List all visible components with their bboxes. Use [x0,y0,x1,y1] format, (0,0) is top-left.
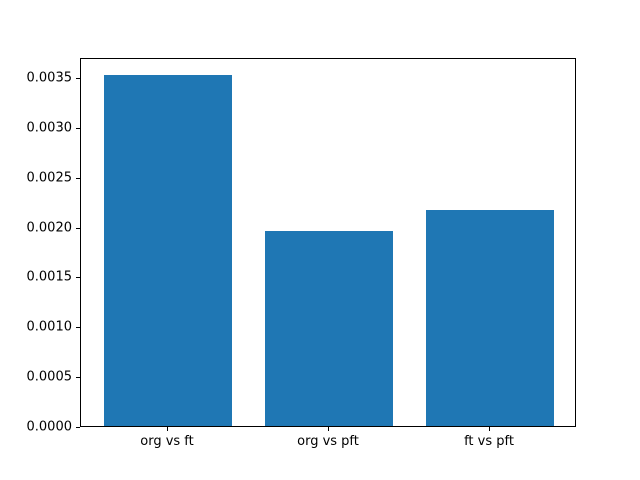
y-tick-label: 0.0035 [26,70,73,86]
y-tick-label: 0.0015 [26,269,73,285]
y-tick-mark [76,327,80,329]
y-tick-label: 0.0030 [26,120,73,136]
x-tick-mark [167,427,168,431]
y-tick-mark [76,227,80,229]
bar-ft-vs-pft [425,209,555,426]
y-tick-mark [76,427,80,428]
x-tick-label: org vs pft [297,434,359,449]
y-tick-mark [76,127,80,129]
y-tick-mark [76,377,80,379]
y-tick-label: 0.0005 [26,369,73,385]
y-tick-mark [76,77,80,79]
x-tick-mark [489,427,490,431]
plot-area [80,58,576,427]
x-tick-mark [328,427,329,431]
x-tick-label: ft vs pft [464,434,514,449]
x-tick-label: org vs ft [140,434,194,449]
y-tick-label: 0.0010 [26,319,73,335]
bar-org-vs-pft [264,230,394,426]
bar-org-vs-ft [103,75,233,426]
y-tick-label: 0.0025 [26,170,73,186]
y-tick-mark [76,277,80,279]
y-tick-label: 0.0020 [26,220,73,235]
y-tick-mark [76,177,80,179]
y-tick-label: 0.0000 [26,419,73,435]
